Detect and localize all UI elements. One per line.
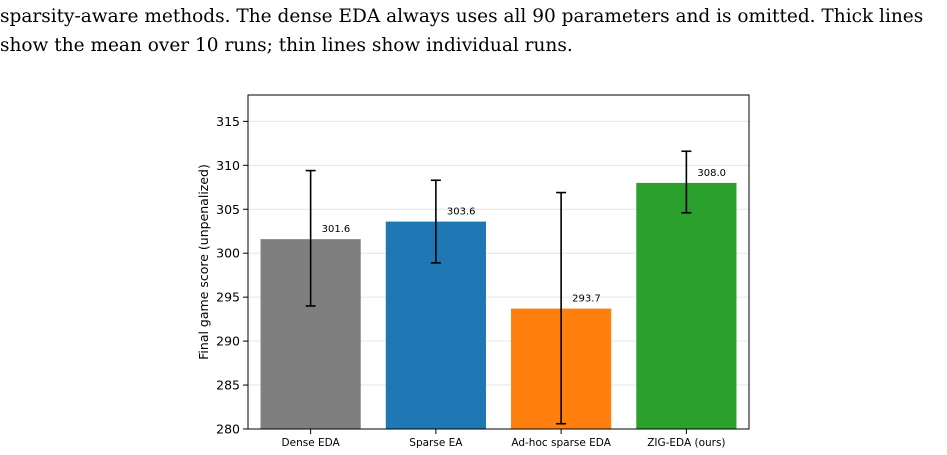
data-label: 303.6 (447, 207, 476, 218)
data-label: 301.6 (322, 224, 351, 235)
caption-line-2: show the mean over 10 runs; thin lines s… (0, 35, 573, 56)
x-tick-label: Dense EDA (282, 437, 341, 449)
y-tick-label: 290 (216, 334, 240, 349)
y-tick-label: 315 (216, 114, 240, 129)
y-tick-label: 300 (216, 246, 240, 261)
plot-frame (247, 94, 750, 430)
figure-caption: sparsity-aware methods. The dense EDA al… (0, 2, 947, 60)
x-tick-label: Sparse EA (409, 437, 463, 449)
bar (636, 182, 737, 429)
x-tick-label: Ad-hoc sparse EDA (511, 437, 611, 449)
y-tick-label: 295 (216, 290, 240, 305)
y-axis-label: Final game score (unpenalized) (196, 164, 211, 360)
y-tick-label: 310 (216, 158, 240, 173)
y-tick-label: 285 (216, 378, 240, 393)
y-tick-label: 305 (216, 202, 240, 217)
x-tick-label: ZIG-EDA (ours) (647, 437, 725, 449)
data-label: 308.0 (697, 168, 726, 179)
y-tick-label: 280 (216, 422, 240, 437)
data-label: 293.7 (572, 294, 601, 305)
caption-line-1: sparsity-aware methods. The dense EDA al… (0, 6, 924, 27)
